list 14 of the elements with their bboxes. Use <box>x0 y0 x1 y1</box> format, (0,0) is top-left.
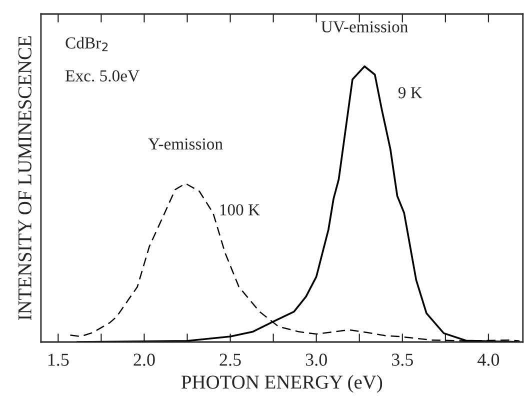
x-tick-label: 3.5 <box>392 354 413 366</box>
x-tick-label: 4.0 <box>478 354 500 366</box>
x-tick-label: 3.0 <box>306 354 327 366</box>
x-tick-label: 2.5 <box>220 354 241 366</box>
text: CdBr$_{2}$ <box>66 36 108 52</box>
x-tick-label: 2.0 <box>134 354 155 366</box>
series-label: 9 K <box>398 87 422 98</box>
x-axis-title: PHOTON ENERGY (eV) <box>181 375 382 393</box>
y-axis-title: INTENSITY OF LUMINESCENCE <box>18 36 32 320</box>
series-label: 100 K <box>220 204 260 216</box>
annotation: Y-emission <box>148 138 223 150</box>
x-tick-label: 1.5 <box>48 354 69 366</box>
annotation: Exc. 5.0eV <box>66 70 140 82</box>
annotation: UV-emission <box>321 21 408 33</box>
